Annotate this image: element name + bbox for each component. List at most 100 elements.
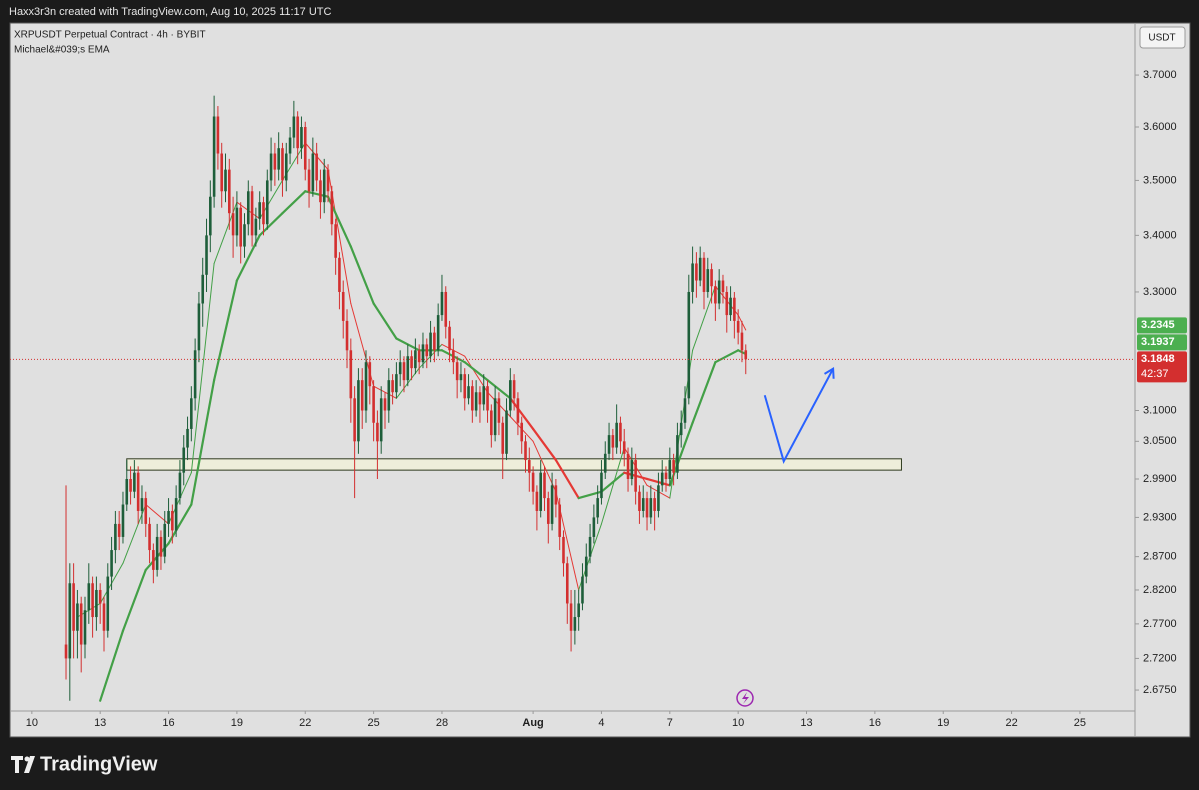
candle-body — [478, 392, 482, 405]
currency: USDT — [1148, 33, 1175, 44]
candle-body — [482, 386, 486, 405]
candle-body — [186, 428, 189, 448]
x-tick-label: 4 — [598, 717, 604, 729]
candle-body — [622, 441, 626, 454]
candle-body — [368, 362, 372, 387]
candle-body — [155, 536, 159, 570]
y-tick-label: 3.6000 — [1143, 121, 1177, 133]
ema-segment — [349, 245, 375, 305]
candle-body — [87, 583, 91, 611]
candle-body — [406, 356, 410, 381]
candle-body — [121, 504, 125, 537]
candle-body — [565, 563, 569, 604]
countdown: 42:37 — [1141, 368, 1169, 380]
candle-body — [528, 460, 531, 473]
candle-body — [319, 180, 322, 203]
candle-body — [490, 410, 493, 436]
candle-body — [117, 523, 121, 537]
candle-body — [714, 286, 717, 304]
candle-body — [235, 207, 239, 236]
x-tick-label: 22 — [1005, 717, 1017, 729]
candle-body — [721, 280, 725, 292]
candle-body — [600, 472, 603, 499]
ema-segment — [99, 629, 125, 702]
candle-body — [338, 257, 341, 292]
candle-body — [520, 422, 524, 442]
candle-body — [79, 603, 83, 645]
candle-body — [634, 460, 637, 492]
ema-segment — [554, 458, 580, 500]
candle-body — [645, 498, 649, 518]
candle-body — [497, 398, 501, 423]
candle-body — [250, 191, 254, 236]
candle-body — [486, 386, 489, 411]
candle-body — [300, 127, 303, 149]
candle-body — [630, 460, 634, 479]
candle-body — [702, 257, 706, 292]
candle-body — [265, 180, 269, 225]
ema-segment — [486, 379, 512, 400]
candle-body — [315, 153, 318, 181]
candle-body — [546, 498, 550, 524]
candle-body — [668, 460, 672, 479]
ema-segment — [372, 302, 398, 340]
candle-body — [360, 380, 364, 411]
y-tick-label: 3.3000 — [1143, 286, 1177, 298]
candle-body — [341, 291, 345, 321]
candle-body — [110, 550, 113, 577]
candle-body — [171, 510, 174, 531]
candle-body — [535, 491, 539, 511]
candle-body — [455, 362, 459, 381]
ema-price-label: 3.1937 — [1141, 336, 1175, 348]
candle-body — [744, 350, 748, 360]
candle-body — [550, 485, 554, 524]
footer-logo[interactable]: TradingView — [11, 753, 158, 775]
candle-body — [303, 127, 307, 170]
candle-body — [539, 472, 542, 511]
candle-body — [277, 148, 280, 170]
candle-body — [311, 153, 315, 192]
projection-arrowhead — [824, 367, 835, 379]
candle-body — [364, 362, 368, 411]
candle-body — [717, 280, 721, 304]
candle-body — [190, 398, 193, 429]
candle-body — [284, 153, 288, 181]
candle-body — [72, 583, 75, 631]
candle-body — [512, 380, 516, 399]
candle-body — [76, 603, 79, 631]
ema-segment — [600, 447, 625, 525]
candle-body — [463, 374, 467, 399]
event-icon[interactable] — [736, 689, 754, 707]
candle-body — [193, 350, 197, 399]
candle-body — [205, 235, 208, 275]
candle-body — [660, 472, 664, 486]
candle-body — [657, 485, 660, 511]
candle-body — [683, 398, 687, 423]
candle-body — [603, 453, 607, 473]
candle-body — [509, 380, 512, 411]
last-price-label: 3.1848 — [1141, 353, 1175, 365]
x-tick-label: 19 — [231, 717, 243, 729]
event-bolt — [742, 692, 749, 704]
candle-body — [209, 196, 212, 236]
candle-body — [68, 583, 72, 659]
candle-body — [273, 153, 277, 170]
candle-body — [144, 498, 148, 524]
y-tick-label: 2.9300 — [1143, 511, 1177, 523]
candle-body — [569, 603, 573, 631]
ema-segment — [691, 361, 717, 424]
candle-body — [611, 435, 615, 448]
ema-segment — [213, 279, 238, 382]
candle-body — [402, 362, 406, 381]
header-text: Haxx3r3n created with TradingView.com, A… — [9, 6, 331, 18]
candle-body — [501, 422, 505, 454]
candle-body — [133, 472, 136, 492]
logo-text: TradingView — [40, 753, 158, 775]
ema-segment — [190, 379, 216, 506]
candle-body — [687, 291, 691, 399]
x-tick-label: 7 — [667, 717, 673, 729]
candle-body — [136, 472, 140, 511]
currency-box[interactable] — [1139, 26, 1186, 49]
x-tick-label: 25 — [367, 717, 379, 729]
